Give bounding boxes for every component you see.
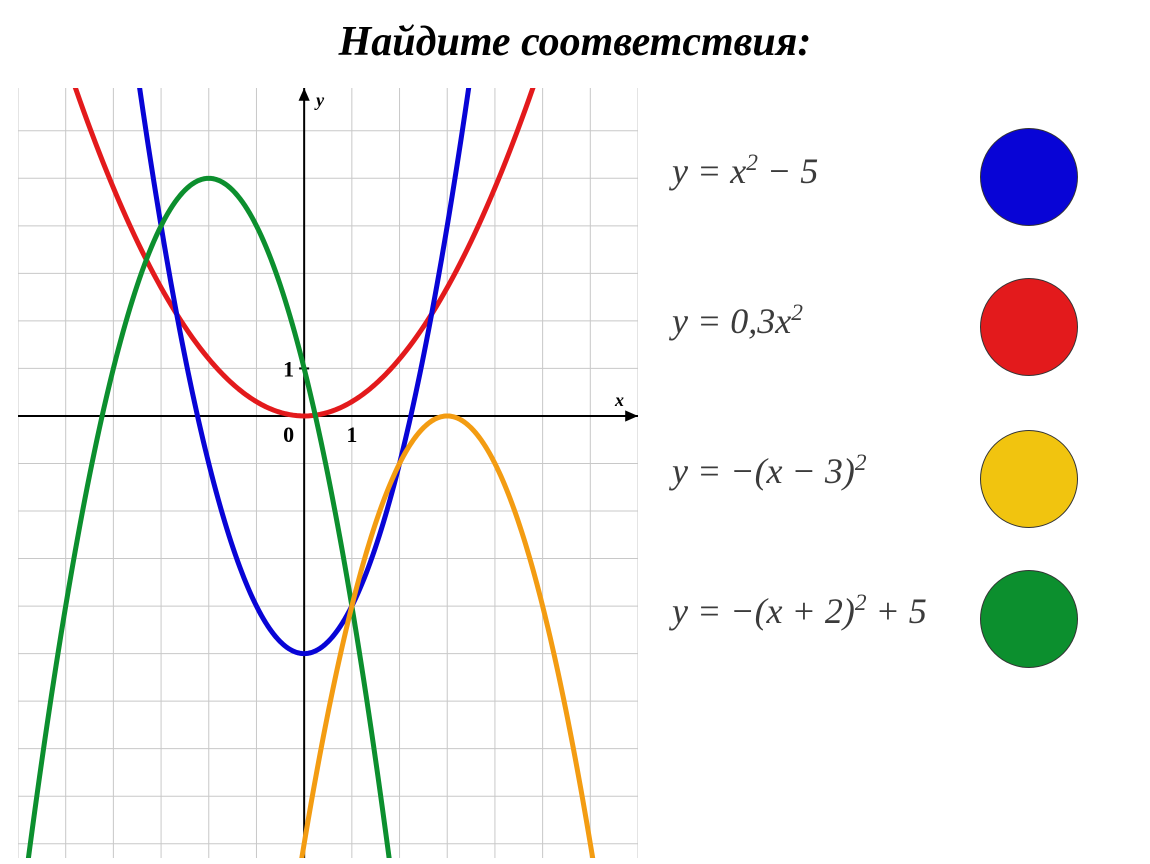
- formula-label-1: y = x2 − 5: [672, 150, 818, 192]
- formula-sup: 2: [855, 450, 867, 476]
- page-title: Найдите соответствия:: [0, 18, 1150, 66]
- color-swatch-2: [980, 278, 1078, 376]
- formula-post: + 5: [867, 591, 927, 631]
- formula-post: − 5: [758, 151, 818, 191]
- color-swatch-1: [980, 128, 1078, 226]
- formula-pre: y = −(x − 3): [672, 451, 855, 491]
- formula-sup: 2: [746, 150, 758, 176]
- svg-text:1: 1: [283, 356, 294, 381]
- svg-text:x: x: [614, 390, 624, 410]
- formula-pre: y = x: [672, 151, 746, 191]
- formula-sup: 2: [855, 590, 867, 616]
- parabola-chart: y x 0 1 1: [18, 88, 638, 858]
- formula-pre: y = 0,3x: [672, 301, 791, 341]
- formula-label-2: y = 0,3x2: [672, 300, 803, 342]
- formula-label-4: y = −(x + 2)2 + 5: [672, 590, 927, 632]
- color-swatch-3: [980, 430, 1078, 528]
- formula-pre: y = −(x + 2): [672, 591, 855, 631]
- chart-container: y x 0 1 1: [18, 88, 638, 858]
- svg-text:1: 1: [346, 422, 357, 447]
- formula-label-3: y = −(x − 3)2: [672, 450, 867, 492]
- formula-sup: 2: [791, 300, 803, 326]
- page: Найдите соответствия: yx011 y = x2 − 5y …: [0, 0, 1150, 864]
- color-swatch-4: [980, 570, 1078, 668]
- svg-text:y: y: [314, 90, 325, 110]
- svg-text:0: 0: [283, 422, 294, 447]
